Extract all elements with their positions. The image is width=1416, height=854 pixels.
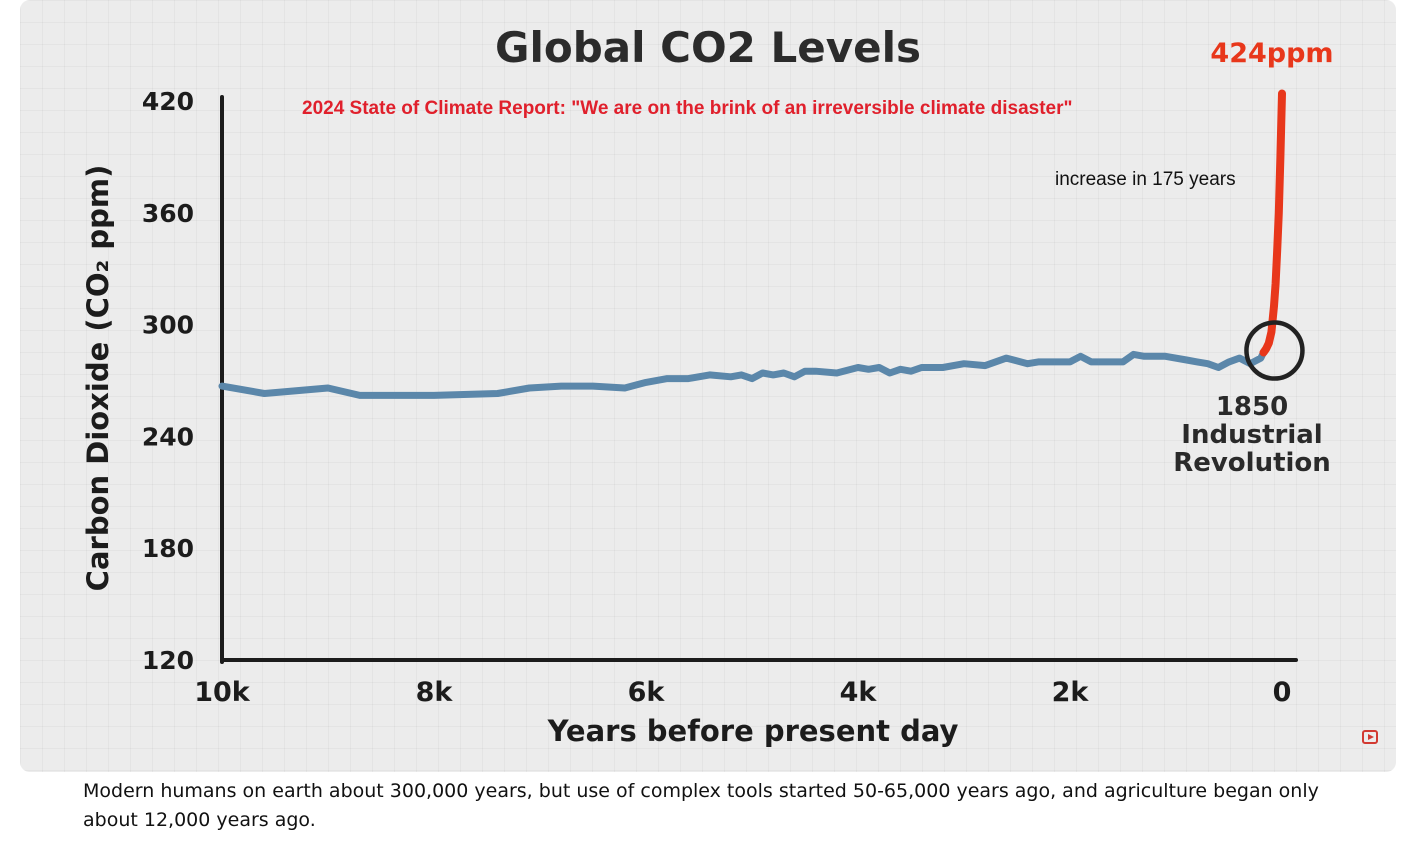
y-tick-label: 360 [142,199,194,228]
chart-title: Global CO2 Levels [495,23,921,72]
y-axis-label: Carbon Dioxide (CO₂ ppm) [81,165,115,592]
y-tick-label: 420 [142,87,194,116]
highlight-circle [1244,320,1305,381]
industrial-revolution-label: Industrial [1181,420,1322,450]
chart-card: Global CO2 Levels 2024 State of Climate R… [20,0,1396,772]
chart-subtitle: 2024 State of Climate Report: "We are on… [302,98,1073,119]
series-line-preindustrial [218,349,1267,399]
y-tick-label: 180 [142,534,194,563]
x-tick-label: 4k [840,677,878,708]
industrial-revolution-label: Revolution [1173,448,1331,478]
x-tick-label: 0 [1273,677,1292,708]
x-tick-label: 8k [416,677,454,708]
series-line-industrial [1259,89,1286,357]
y-tick-label: 240 [142,422,194,451]
x-axis-label: Years before present day [547,714,959,748]
y-tick-label: 300 [142,311,194,340]
x-tick-label: 2k [1052,677,1090,708]
x-tick-label: 10k [194,677,251,708]
industrial-revolution-label: 1850 [1216,392,1288,422]
peak-value-label: 424ppm [1210,38,1333,69]
y-tick-label: 120 [142,646,194,675]
image-caption: Modern humans on earth about 300,000 yea… [83,780,1319,831]
increase-annotation: increase in 175 years [1055,169,1236,190]
co2-line-chart: Global CO2 Levels 2024 State of Climate R… [81,23,1334,748]
x-tick-label: 6k [628,677,666,708]
youtube-play-icon[interactable] [1362,730,1378,744]
